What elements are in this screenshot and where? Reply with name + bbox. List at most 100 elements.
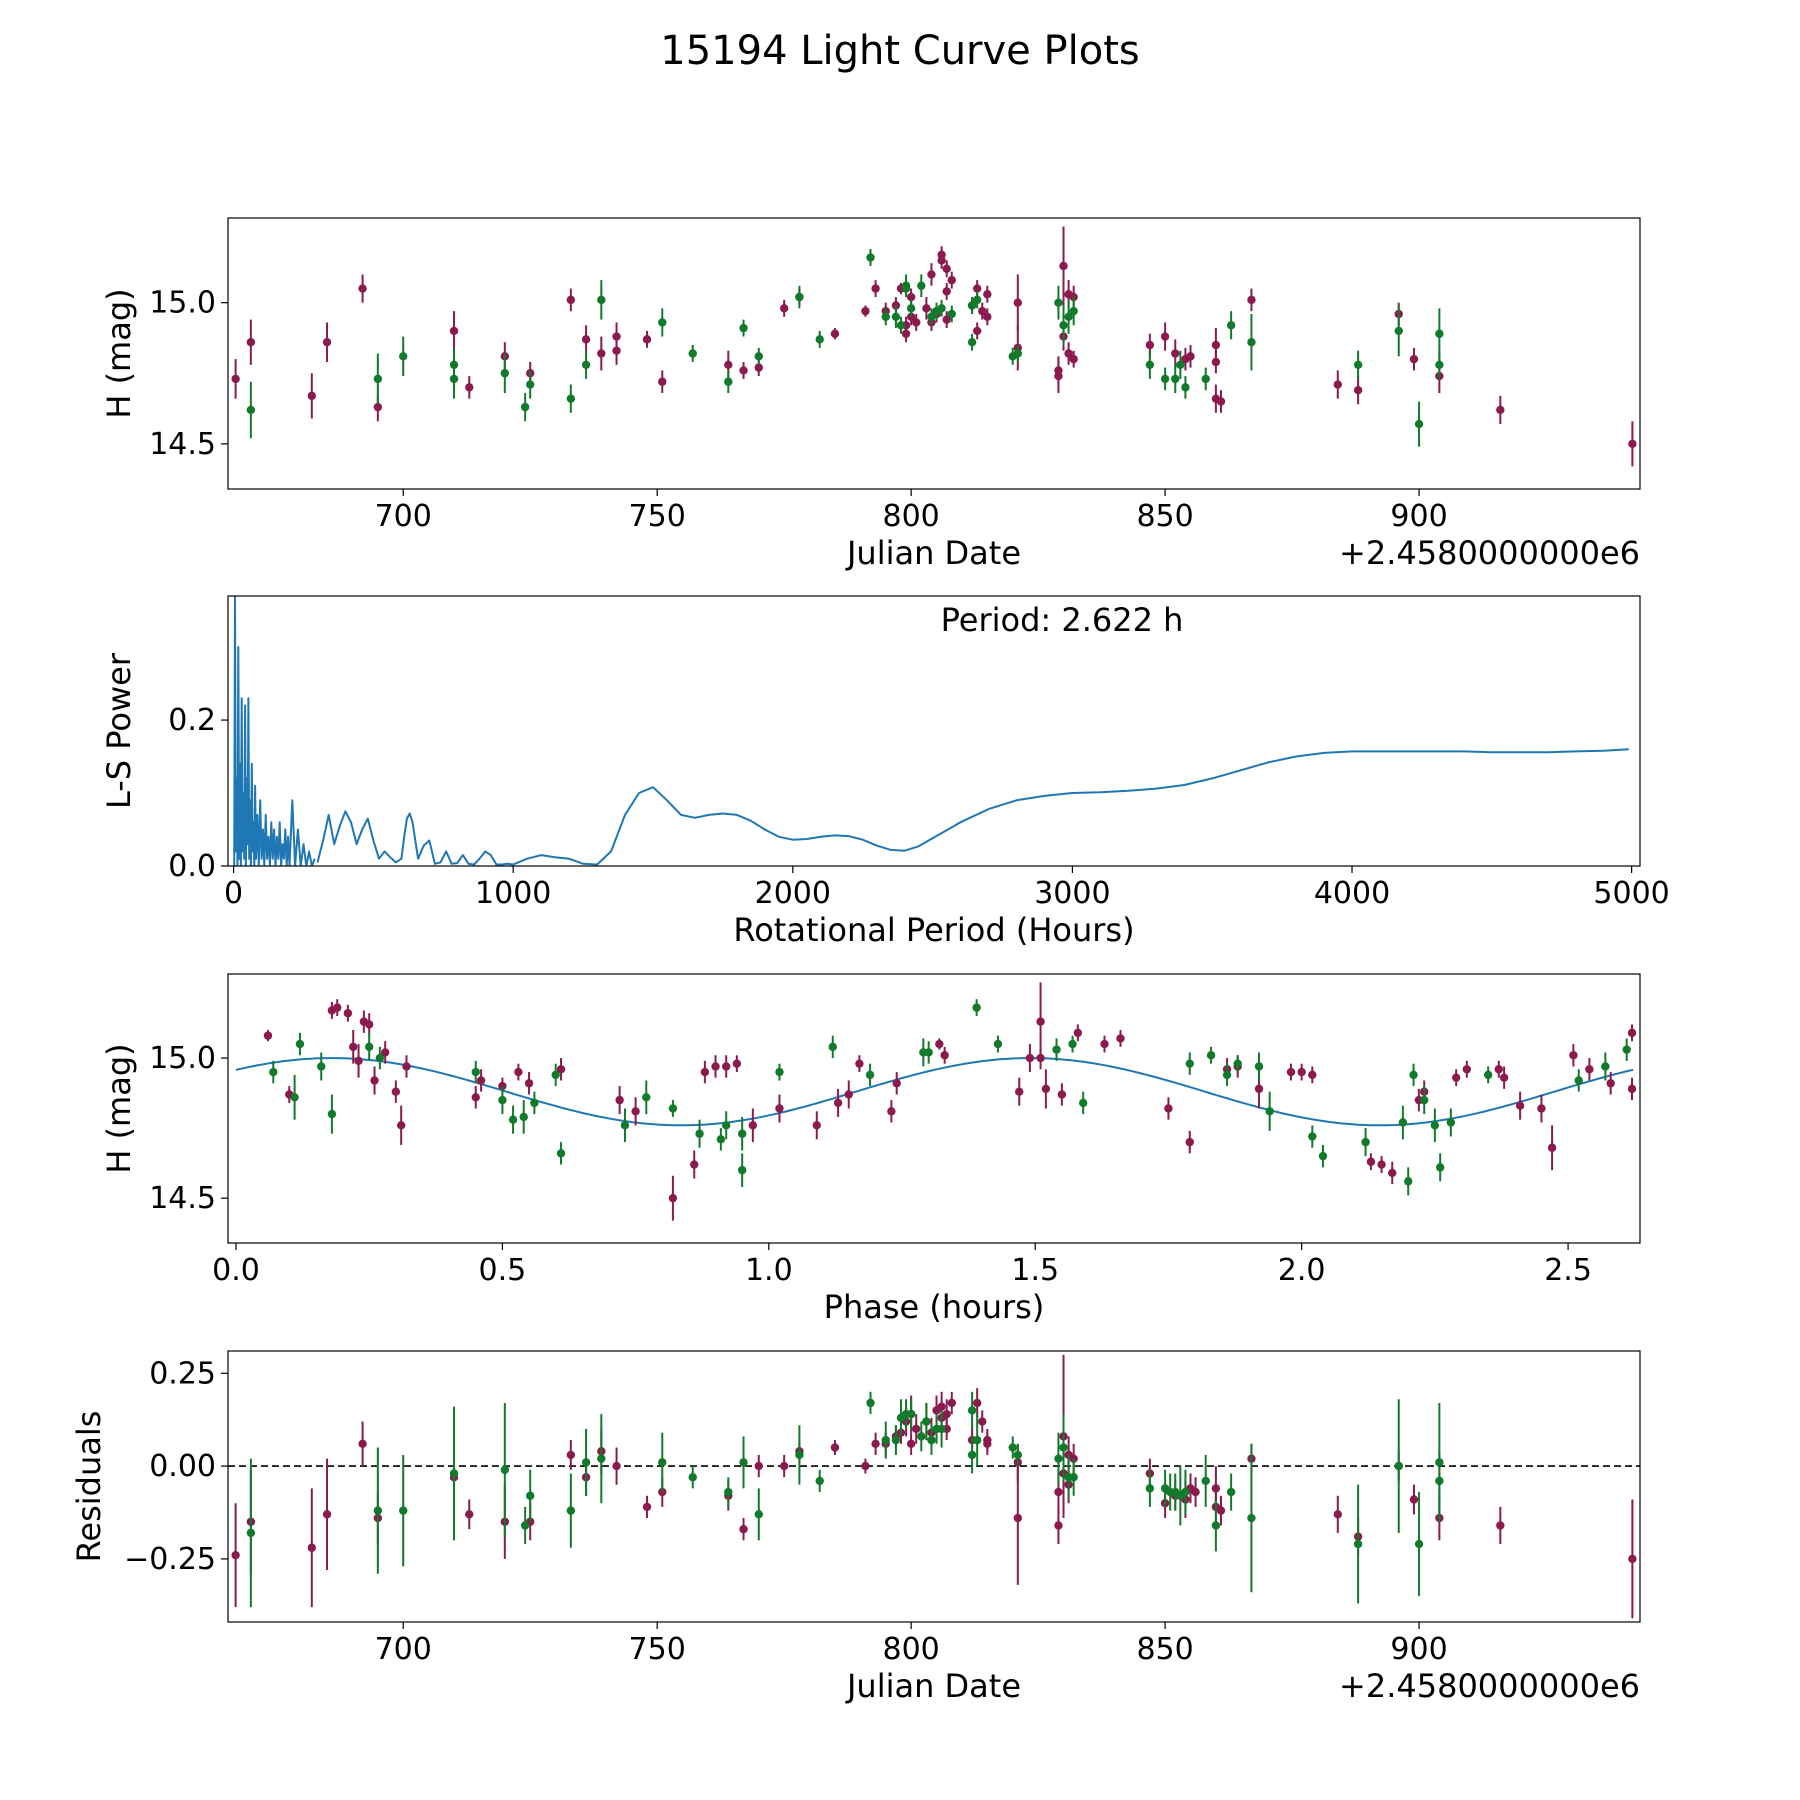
data-point-green xyxy=(972,1414,982,1467)
data-point-green xyxy=(658,1432,667,1493)
data-point-red xyxy=(871,280,880,298)
data-point-green xyxy=(508,1105,518,1134)
residuals-offset-text: +2.4580000000e6 xyxy=(1339,1667,1640,1705)
data-point-green xyxy=(668,1100,678,1117)
data-marker xyxy=(668,1104,678,1113)
data-point-green xyxy=(927,308,936,326)
data-marker xyxy=(307,391,317,401)
data-point-red xyxy=(927,263,936,286)
data-point-red xyxy=(1036,1046,1045,1070)
phased-panel: 0.0 0.5 1.0 1.5 2.0 2.5 14.5 15.0 Phase (hours)… xyxy=(100,973,1641,1326)
y-tick-label: 15.0 xyxy=(149,286,216,321)
data-point-red xyxy=(476,1069,486,1092)
data-point-red xyxy=(978,302,987,320)
data-point-green xyxy=(688,1466,697,1489)
data-point-green xyxy=(993,1035,1003,1053)
data-marker xyxy=(1185,1137,1194,1147)
data-point-red xyxy=(449,311,459,351)
data-marker xyxy=(1145,360,1155,369)
data-marker xyxy=(519,1112,528,1122)
data-marker xyxy=(498,1095,507,1105)
data-marker xyxy=(471,1093,480,1102)
data-marker xyxy=(520,1521,530,1530)
data-point-green xyxy=(1013,345,1023,362)
data-marker xyxy=(912,1424,921,1434)
data-point-red xyxy=(1585,1058,1594,1081)
data-marker xyxy=(983,1439,992,1449)
data-point-green xyxy=(520,1506,530,1545)
data-marker xyxy=(465,383,474,392)
data-point-green xyxy=(724,1477,733,1507)
data-point-green xyxy=(500,1402,510,1537)
data-marker xyxy=(972,1003,981,1012)
data-point-green xyxy=(937,299,946,317)
data-marker xyxy=(1574,1076,1583,1085)
data-marker xyxy=(1160,332,1170,341)
data-point-green xyxy=(449,347,459,382)
data-point-red xyxy=(779,1454,789,1478)
data-marker xyxy=(688,349,697,358)
data-marker xyxy=(721,1062,731,1071)
data-point-red xyxy=(972,1388,982,1418)
data-marker xyxy=(526,380,535,389)
data-marker xyxy=(526,1491,535,1500)
data-point-green xyxy=(1414,1492,1424,1597)
data-point-red xyxy=(1537,1094,1546,1123)
data-point-green xyxy=(1420,1086,1429,1115)
data-marker xyxy=(1308,1070,1317,1080)
data-point-red xyxy=(972,322,982,340)
data-point-green xyxy=(737,1116,747,1151)
data-point-green xyxy=(716,1128,726,1151)
data-marker xyxy=(612,1461,621,1471)
data-point-green xyxy=(754,347,763,365)
y-tick-label: 15.0 xyxy=(149,1041,216,1076)
data-marker xyxy=(937,1424,946,1434)
data-point-green xyxy=(721,1111,731,1140)
data-marker xyxy=(739,1524,748,1534)
data-marker xyxy=(779,304,789,313)
data-point-red xyxy=(556,1058,566,1081)
data-marker xyxy=(365,1042,374,1052)
data-marker xyxy=(866,1398,875,1408)
data-point-red xyxy=(322,1458,332,1571)
data-point-green xyxy=(620,1108,630,1143)
data-point-red xyxy=(465,376,474,399)
y-tick-label: 0.2 xyxy=(168,703,216,738)
data-point-green xyxy=(815,330,824,348)
data-point-green xyxy=(1052,1038,1061,1061)
data-marker xyxy=(754,1461,763,1471)
data-marker xyxy=(449,326,459,336)
phased-xlabel: Phase (hours) xyxy=(824,1288,1045,1326)
data-point-red xyxy=(1606,1072,1615,1095)
data-point-red xyxy=(615,1086,624,1115)
data-marker xyxy=(967,1406,977,1415)
data-marker xyxy=(620,1121,630,1130)
data-point-red xyxy=(1216,390,1226,413)
data-marker xyxy=(1435,1163,1445,1172)
data-marker xyxy=(1414,1539,1424,1549)
data-point-red xyxy=(887,1100,896,1123)
data-marker xyxy=(690,1160,699,1169)
periodogram-data-layer xyxy=(233,596,1629,866)
data-marker xyxy=(500,369,510,378)
data-point-green xyxy=(828,1035,837,1059)
data-point-red xyxy=(642,1495,652,1519)
data-point-green xyxy=(317,1052,326,1081)
data-marker xyxy=(967,338,977,347)
data-point-green xyxy=(597,1414,606,1504)
data-marker xyxy=(1145,1484,1155,1493)
data-marker xyxy=(1211,357,1221,367)
data-point-red xyxy=(1116,1030,1125,1047)
data-marker xyxy=(935,1039,944,1049)
data-marker xyxy=(1069,306,1078,316)
data-marker xyxy=(375,1053,385,1063)
data-marker xyxy=(1054,371,1063,381)
data-point-green xyxy=(373,353,383,405)
data-point-green xyxy=(906,1399,916,1429)
data-marker xyxy=(1265,1107,1274,1116)
data-point-red xyxy=(1015,1077,1024,1106)
data-point-green xyxy=(1201,367,1210,391)
x-tick-label: 4000 xyxy=(1314,876,1390,911)
data-marker xyxy=(642,1502,652,1512)
